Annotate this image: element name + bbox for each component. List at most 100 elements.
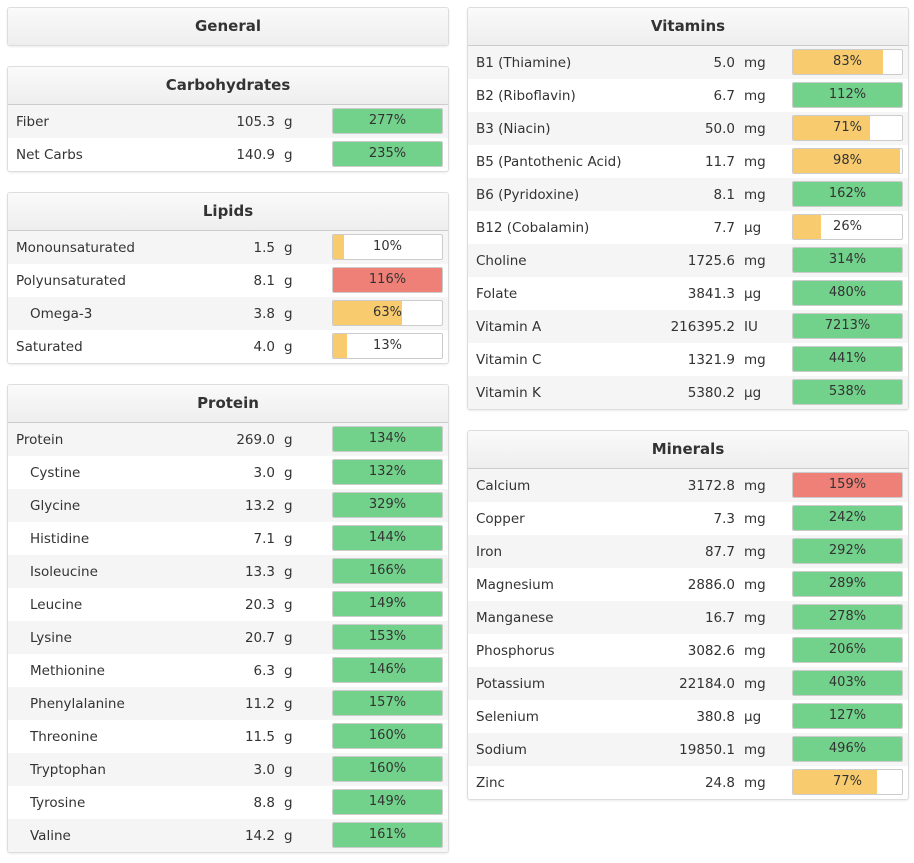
percent-label: 235%: [368, 146, 407, 161]
percent-bar: 149%: [332, 789, 443, 815]
percent-label: 83%: [833, 54, 862, 69]
percent-fill: [793, 314, 902, 338]
amount: 13.2: [244, 498, 275, 514]
percent-label: 289%: [828, 576, 867, 591]
unit: mg: [744, 55, 766, 71]
unit: mg: [744, 154, 766, 170]
amount: 22184.0: [679, 676, 735, 692]
nutrient-name: Glycine: [30, 498, 81, 514]
percent-label: 26%: [833, 219, 862, 234]
percent-label: 329%: [368, 497, 407, 512]
panel: Protein Protein 269.0 g 134% Cystine 3.0 g 132% G…: [7, 384, 449, 853]
percent-bar: 149%: [332, 591, 443, 617]
percent-fill: [793, 83, 902, 107]
amount: 24.8: [704, 775, 735, 791]
amount: 2886.0: [687, 577, 735, 593]
amount: 7.7: [713, 220, 735, 236]
percent-bar: 292%: [792, 538, 903, 564]
amount: 216395.2: [670, 319, 735, 335]
percent-bar: 496%: [792, 736, 903, 762]
percent-bar: 77%: [792, 769, 903, 795]
percent-label: 10%: [373, 239, 402, 254]
panel-title: General: [8, 8, 448, 45]
nutrient-name: Vitamin C: [476, 352, 542, 368]
nutrient-row: Potassium 22184.0 mg 403%: [468, 667, 908, 700]
percent-bar: 134%: [332, 426, 443, 452]
amount: 4.0: [253, 339, 275, 355]
nutrient-row: Iron 87.7 mg 292%: [468, 535, 908, 568]
nutrient-name: Cystine: [30, 465, 81, 481]
unit: g: [284, 630, 293, 646]
unit: g: [284, 762, 293, 778]
amount: 14.2: [244, 828, 275, 844]
unit: mg: [744, 577, 766, 593]
percent-label: 162%: [828, 186, 867, 201]
nutrient-row: B12 (Cobalamin) 7.7 µg 26%: [468, 211, 908, 244]
percent-bar: 132%: [332, 459, 443, 485]
unit: g: [284, 273, 293, 289]
nutrient-row: Calcium 3172.8 mg 159%: [468, 469, 908, 502]
percent-bar: 162%: [792, 181, 903, 207]
unit: g: [284, 663, 293, 679]
percent-label: 292%: [828, 543, 867, 558]
nutrient-row: Net Carbs 140.9 g 235%: [8, 138, 448, 171]
nutrient-row: B3 (Niacin) 50.0 mg 71%: [468, 112, 908, 145]
nutrient-row: B6 (Pyridoxine) 8.1 mg 162%: [468, 178, 908, 211]
nutrient-name: Copper: [476, 511, 525, 527]
nutrient-row: B1 (Thiamine) 5.0 mg 83%: [468, 46, 908, 79]
nutrient-row: Copper 7.3 mg 242%: [468, 502, 908, 535]
amount: 16.7: [704, 610, 735, 626]
amount: 19850.1: [679, 742, 735, 758]
percent-fill: [793, 182, 902, 206]
unit: mg: [744, 253, 766, 269]
amount: 3.0: [253, 465, 275, 481]
amount: 8.1: [713, 187, 735, 203]
nutrient-row: Monounsaturated 1.5 g 10%: [8, 231, 448, 264]
percent-bar: 160%: [332, 723, 443, 749]
amount: 6.3: [253, 663, 275, 679]
percent-fill: [793, 380, 902, 404]
percent-bar: 538%: [792, 379, 903, 405]
unit: g: [284, 147, 293, 163]
unit: mg: [744, 352, 766, 368]
unit: mg: [744, 676, 766, 692]
panel-title: Vitamins: [468, 8, 908, 46]
amount: 11.2: [244, 696, 275, 712]
percent-label: 496%: [828, 741, 867, 756]
percent-fill: [333, 724, 442, 748]
nutrient-name: Phosphorus: [476, 643, 555, 659]
panel: Minerals Calcium 3172.8 mg 159% Copper 7.3 mg 24…: [467, 430, 909, 800]
nutrient-name: Choline: [476, 253, 527, 269]
unit: g: [284, 795, 293, 811]
nutrient-name: Tyrosine: [30, 795, 86, 811]
percent-label: 206%: [828, 642, 867, 657]
percent-label: 13%: [373, 338, 402, 353]
nutrient-name: Polyunsaturated: [16, 273, 126, 289]
percent-fill: [333, 109, 442, 133]
percent-fill: [793, 50, 884, 74]
percent-label: 161%: [368, 827, 407, 842]
nutrient-name: Vitamin A: [476, 319, 542, 335]
percent-label: 116%: [368, 272, 407, 287]
unit: mg: [744, 643, 766, 659]
nutrient-row: Zinc 24.8 mg 77%: [468, 766, 908, 799]
percent-label: 403%: [828, 675, 867, 690]
percent-bar: 161%: [332, 822, 443, 848]
percent-fill: [793, 506, 902, 530]
panel: Carbohydrates Fiber 105.3 g 277% Net Carbs 140…: [7, 66, 449, 172]
left-column: General Carbohydrates Fiber 105.3 g 277% Net C…: [7, 7, 449, 853]
percent-bar: 71%: [792, 115, 903, 141]
unit: g: [284, 114, 293, 130]
nutrient-row: Phosphorus 3082.6 mg 206%: [468, 634, 908, 667]
unit: g: [284, 498, 293, 514]
nutrient-name: Threonine: [30, 729, 98, 745]
unit: µg: [744, 220, 762, 236]
amount: 20.7: [244, 630, 275, 646]
amount: 5380.2: [687, 385, 735, 401]
nutrient-name: B3 (Niacin): [476, 121, 551, 137]
amount: 13.3: [244, 564, 275, 580]
unit: g: [284, 597, 293, 613]
amount: 380.8: [696, 709, 735, 725]
nutrient-row: Tyrosine 8.8 g 149%: [8, 786, 448, 819]
percent-label: 127%: [828, 708, 867, 723]
